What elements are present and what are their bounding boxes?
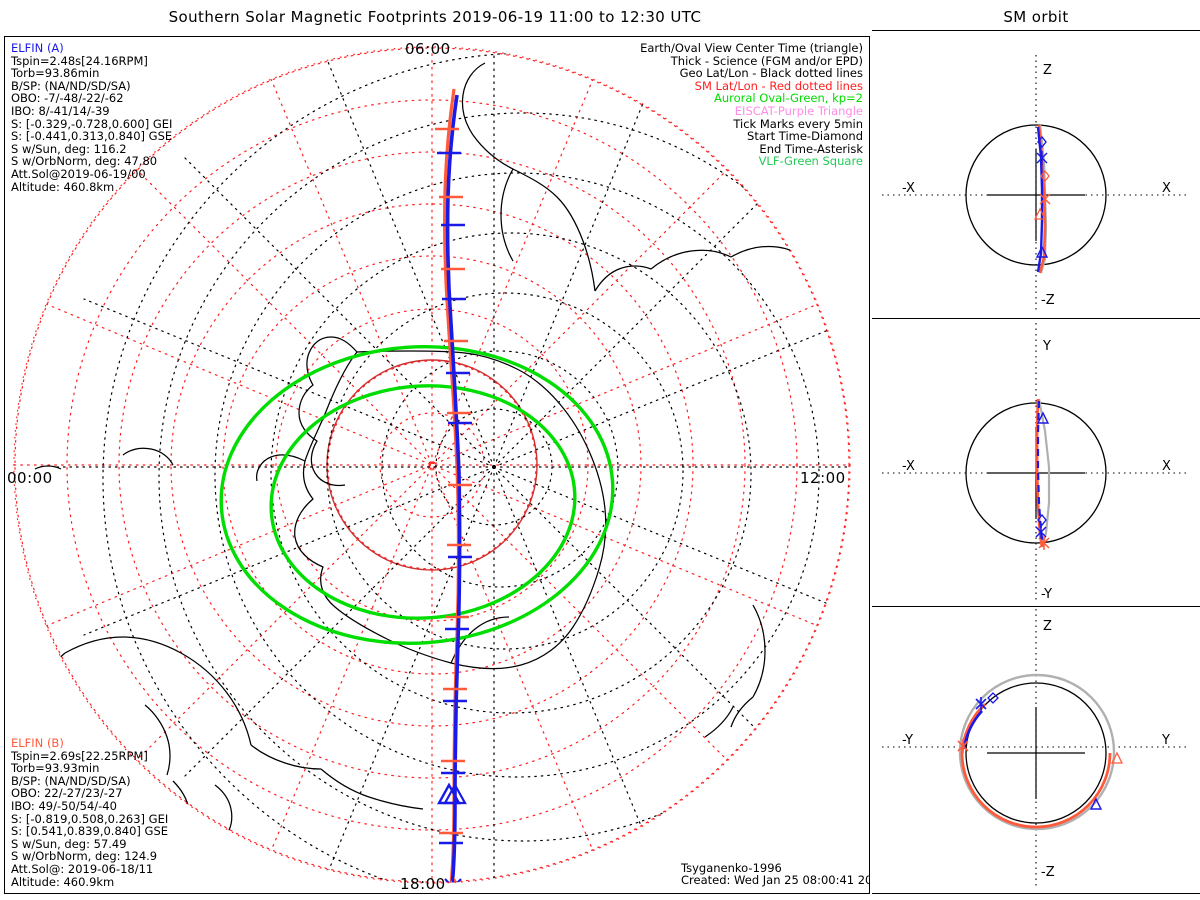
spacecraft-a-info: ELFIN (A) Tspin=2.48s[24.16RPM] Torb=93.… (11, 42, 172, 193)
spacecraft-b-line: S w/Sun, deg: 57.49 (11, 836, 127, 851)
mlt-label-right: 12:00 (800, 469, 846, 487)
axis-label-down: -Y (1041, 587, 1053, 602)
spacecraft-b-name: ELFIN (B) (11, 736, 64, 750)
axis-label-right: Y (1162, 733, 1170, 748)
spacecraft-a-line: S w/OrbNorm, deg: 47.80 (11, 154, 158, 169)
legend-item: Tick Marks every 5min (733, 116, 863, 131)
mlt-label-top: 06:00 (405, 40, 451, 58)
legend-item: SM Lat/Lon - Red dotted lines (694, 78, 863, 93)
orbit-panel-yz[interactable]: Z -Z -Y Y (872, 606, 1200, 894)
auroral-oval-inner (269, 384, 577, 620)
spacecraft-b-line: B/SP: (NA/ND/SD/SA) (11, 773, 131, 788)
orbit-plot-xy (882, 323, 1190, 603)
spacecraft-b-line: Torb=93.93min (11, 761, 100, 776)
orbit-panel-xz[interactable]: Z -Z -X X (872, 30, 1200, 318)
spacecraft-b-info: ELFIN (B) Tspin=2.69s[22.25RPM] Torb=93.… (11, 737, 168, 888)
tick-marks (435, 127, 472, 845)
spacecraft-a-line: Altitude: 460.8km (11, 179, 115, 194)
polar-map-plot (13, 46, 851, 884)
axis-label-down: -Z (1041, 865, 1055, 880)
elfin-a-track (445, 94, 462, 883)
legend-item: Geo Lat/Lon - Black dotted lines (679, 66, 863, 81)
axis-label-right: X (1162, 181, 1171, 196)
spacecraft-b-line: Tspin=2.69s[22.25RPM] (11, 748, 148, 763)
axis-label-right: X (1162, 459, 1171, 474)
spacecraft-a-line: Att.Sol@2019-06-19/00 (11, 166, 146, 181)
orbit-panel-title: SM orbit (1003, 8, 1069, 26)
axis-label-down: -Z (1041, 293, 1055, 308)
spacecraft-a-name: ELFIN (A) (11, 41, 64, 55)
legend-item: Thick - Science (FGM and/or EPD) (670, 53, 863, 68)
legend-item: VLF-Green Square (758, 154, 863, 169)
credits-block: Tsyganenko-1996 Created: Wed Jan 25 08:0… (681, 860, 870, 888)
legend-item: EISCAT-Purple Triangle (734, 103, 863, 118)
spacecraft-a-line: S w/Sun, deg: 116.2 (11, 141, 127, 156)
axis-label-left: -X (902, 459, 915, 474)
track-endpoint-markers (444, 877, 463, 883)
polar-map-panel[interactable]: 06:00 00:00 12:00 18:00 ELFIN (A) Tspin=… (4, 36, 870, 894)
mlt-label-left: 00:00 (7, 469, 53, 487)
mlt-label-bottom: 18:00 (400, 875, 446, 893)
spacecraft-b-line: Att.Sol@: 2019-06-18/11 (11, 861, 154, 876)
legend-item: Start Time-Diamond (747, 129, 863, 144)
plot-legend: Earth/Oval View Center Time (triangle) T… (640, 42, 863, 168)
spacecraft-b-line: Altitude: 460.9km (11, 874, 115, 889)
spacecraft-a-line: S: [-0.441,0.313,0.840] GSE (11, 129, 173, 144)
spacecraft-b-line: OBO: 22/-27/23/-27 (11, 786, 123, 801)
axis-label-left: -X (902, 181, 915, 196)
center-time-markers (436, 782, 467, 805)
spacecraft-b-line: IBO: 49/-50/54/-40 (11, 798, 117, 813)
spacecraft-a-line: OBO: -7/-48/-22/-62 (11, 91, 124, 106)
legend-item: Auroral Oval-Green, kp=2 (713, 91, 863, 106)
orbit-plot-xz (882, 55, 1190, 313)
model-name: Tsyganenko-1996 (681, 860, 782, 875)
spacecraft-a-line: Tspin=2.48s[24.16RPM] (11, 53, 148, 68)
geo-longitude-lines (53, 47, 850, 883)
spacecraft-a-line: S: [-0.329,-0.728,0.600] GEI (11, 116, 173, 131)
geo-latitude-lines (102, 52, 850, 883)
axis-label-up: Z (1043, 63, 1052, 78)
orbit-panel-xy[interactable]: Y -Y -X X (872, 318, 1200, 606)
auroral-oval-outer (219, 345, 615, 645)
sm-orbit-column: Z -Z -X X (872, 30, 1200, 894)
spacecraft-a-line: B/SP: (NA/ND/SD/SA) (11, 78, 131, 93)
spacecraft-b-line: S: [-0.819,0.508,0.263] GEI (11, 811, 169, 826)
spacecraft-a-line: IBO: 8/-41/14/-39 (11, 103, 110, 118)
axis-label-up: Y (1043, 339, 1051, 354)
created-timestamp: Created: Wed Jan 25 08:00:41 2023 (681, 873, 870, 888)
spacecraft-a-line: Torb=93.86min (11, 66, 100, 81)
axis-label-left: -Y (902, 733, 914, 748)
legend-item: Earth/Oval View Center Time (triangle) (640, 41, 863, 55)
spacecraft-b-line: S: [0.541,0.839,0.840] GSE (11, 824, 169, 839)
orbit-plot-yz (882, 609, 1190, 889)
dial-outer-circle (13, 46, 851, 884)
legend-item: End Time-Asterisk (759, 141, 863, 156)
spacecraft-b-line: S w/OrbNorm, deg: 124.9 (11, 849, 158, 864)
axis-label-up: Z (1043, 619, 1052, 634)
page-title: Southern Solar Magnetic Footprints 2019-… (168, 8, 702, 26)
